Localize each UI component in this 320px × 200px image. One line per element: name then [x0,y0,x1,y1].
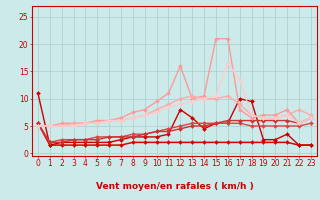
X-axis label: Vent moyen/en rafales ( km/h ): Vent moyen/en rafales ( km/h ) [96,182,253,191]
